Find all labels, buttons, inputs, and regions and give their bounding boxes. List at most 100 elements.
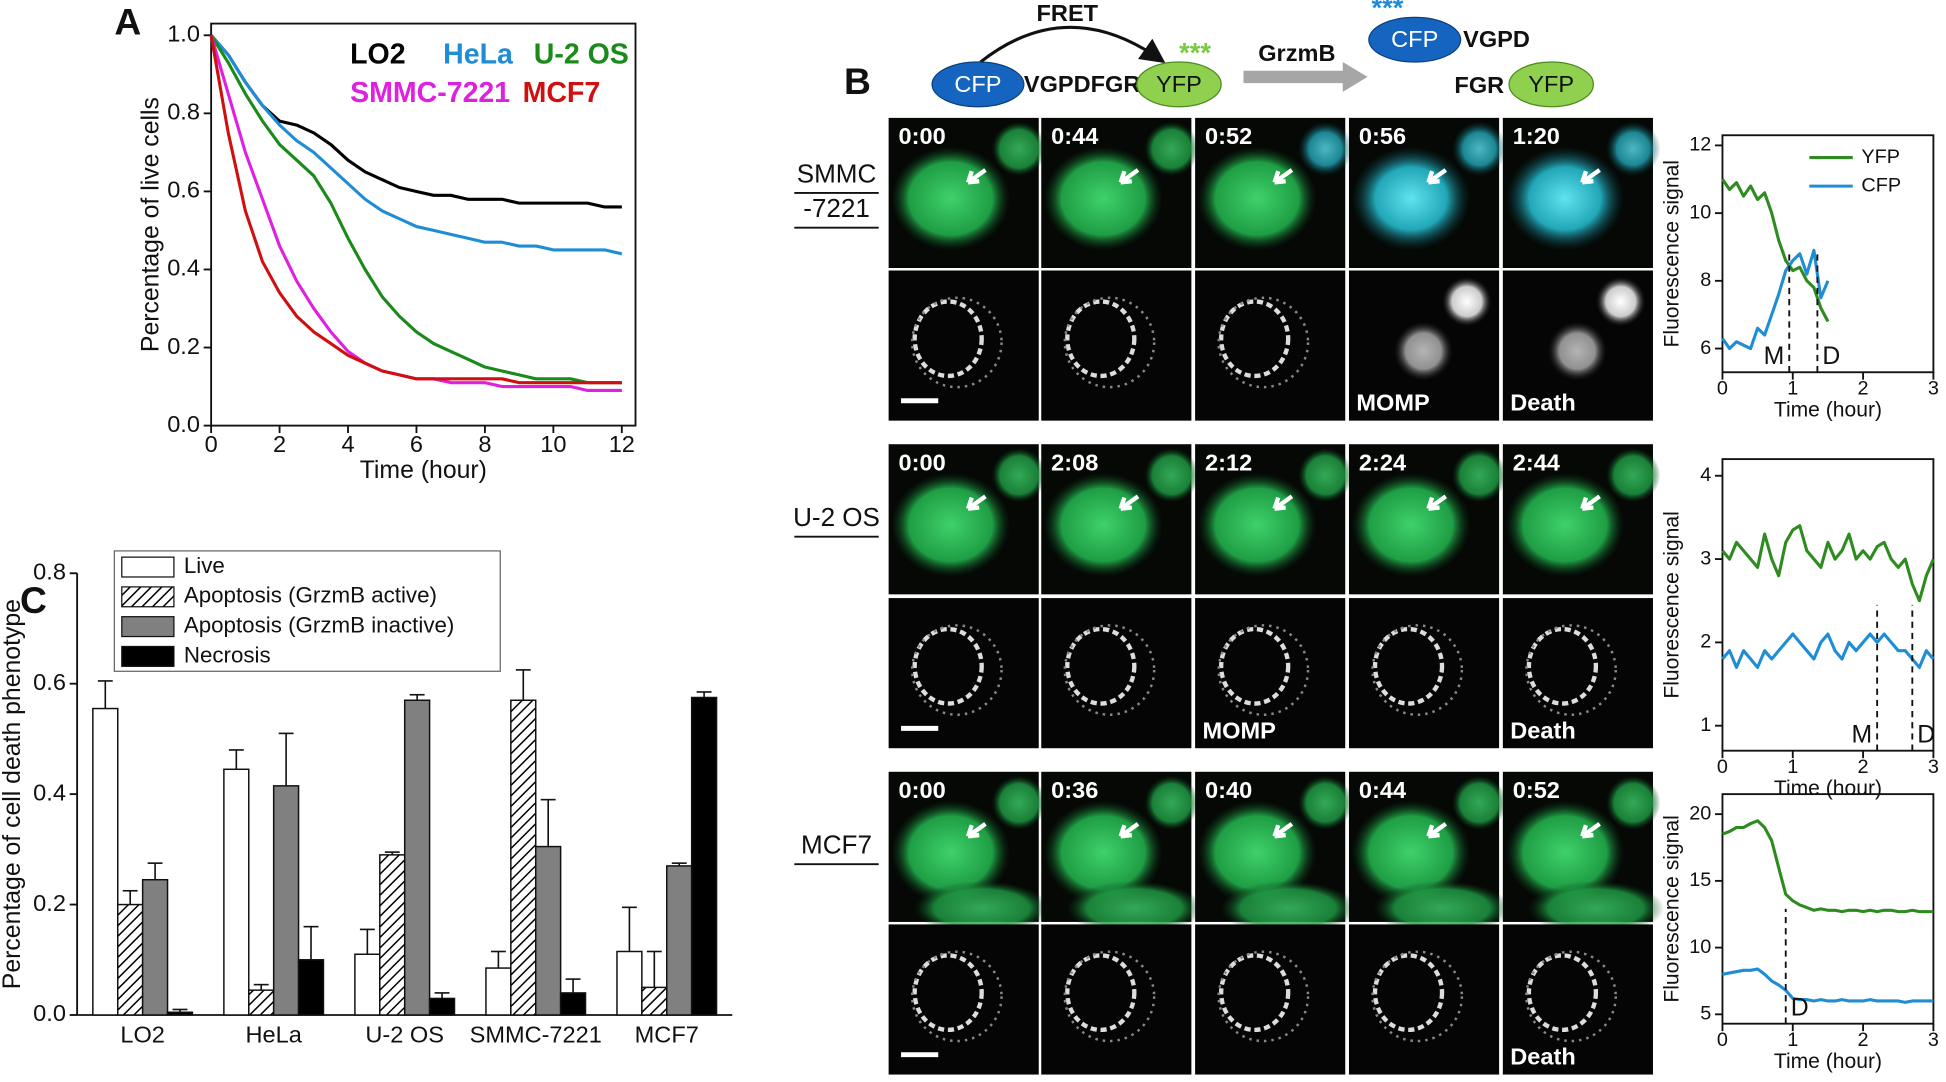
- time-label: 2:24: [1359, 449, 1406, 475]
- cfp-label: CFP: [954, 71, 1001, 97]
- cell: [1451, 447, 1507, 503]
- plot-frame: [210, 22, 637, 427]
- cell: [1527, 880, 1665, 936]
- event-label: D: [1791, 994, 1809, 1021]
- x-axis-label: Time (hour): [1774, 399, 1882, 422]
- plot-frame: [1721, 458, 1935, 752]
- mitochondria: [1526, 626, 1599, 706]
- cell: [1505, 146, 1625, 251]
- time-label: 0:52: [1205, 123, 1252, 149]
- x-tick-label: 10: [540, 431, 566, 457]
- fret-arrow: [979, 25, 1166, 64]
- mitochondria: [1218, 953, 1291, 1033]
- arrow: [965, 168, 987, 185]
- panel-label: B: [844, 60, 871, 102]
- time-label: 0:00: [899, 449, 946, 475]
- fret-label: FRET: [1037, 0, 1099, 26]
- event-label: MOMP: [1356, 390, 1429, 416]
- cell: [1144, 447, 1199, 503]
- mitochondria: [1526, 953, 1599, 1033]
- legend-label: LO2: [350, 38, 405, 70]
- legend-label: U-2 OS: [534, 38, 629, 70]
- error-bar: [540, 798, 556, 847]
- bar: [272, 785, 300, 1016]
- error-bar: [228, 749, 244, 770]
- arrow: [1580, 822, 1601, 839]
- event-label: Death: [1510, 390, 1575, 416]
- bar: [248, 989, 275, 1016]
- mitochondria: [910, 624, 1003, 716]
- row-label: U-2 OS: [793, 502, 880, 532]
- series-line: [209, 34, 623, 256]
- time-label: 0:56: [1359, 123, 1406, 149]
- mitochondria: [910, 296, 1003, 389]
- mitochondria: [910, 950, 1003, 1043]
- event-label: MOMP: [1203, 717, 1276, 743]
- cell: [1505, 472, 1625, 577]
- cell: [991, 447, 1047, 503]
- bar: [510, 699, 537, 1016]
- bar: [354, 953, 381, 1016]
- cell: [1605, 775, 1661, 831]
- x-tick-label: 3: [1928, 377, 1939, 399]
- error-bar: [147, 862, 163, 880]
- cell: [1219, 880, 1357, 936]
- panel-label: A: [114, 1, 141, 43]
- x-tick-label: 8: [478, 431, 491, 457]
- cfp-shape: [1368, 16, 1462, 63]
- x-tick-label: 2: [1858, 377, 1869, 399]
- bar: [428, 997, 456, 1016]
- x-tick-label: 1: [1787, 377, 1798, 399]
- cell: [1605, 121, 1661, 177]
- arrow: [1426, 494, 1448, 511]
- legend-label: HeLa: [443, 38, 514, 70]
- event-label: M: [1764, 343, 1785, 370]
- y-tick-label: 5: [1700, 1003, 1711, 1025]
- cell: [1197, 472, 1317, 577]
- x-axis-label: Time (hour): [1774, 777, 1882, 800]
- x-tick-label: 0: [1717, 1029, 1728, 1051]
- series-line: [1721, 178, 1830, 323]
- stars: ***: [1372, 0, 1404, 23]
- legend-label: Necrosis: [184, 642, 271, 667]
- y-tick-label: 0.2: [167, 333, 200, 359]
- error-bar: [172, 1008, 188, 1013]
- mitochondria: [1371, 624, 1464, 716]
- x-tick-label: 0: [1717, 377, 1728, 399]
- error-bar: [434, 992, 450, 999]
- legend-label: MCF7: [523, 77, 601, 109]
- arrow: [1118, 494, 1140, 511]
- series-line: [1721, 632, 1935, 669]
- event-label: Death: [1510, 1044, 1575, 1070]
- cell: [1451, 775, 1507, 831]
- panel-label: C: [20, 579, 47, 621]
- arrow: [1272, 168, 1294, 185]
- x-tick-label: 6: [410, 431, 423, 457]
- x-tick-label: SMMC-7221: [470, 1021, 602, 1047]
- bar: [379, 854, 406, 1016]
- y-tick-label: 0.0: [33, 1000, 66, 1026]
- legend-label: Live: [184, 553, 225, 578]
- time-label: 0:44: [1359, 777, 1406, 803]
- y-tick-label: 0.6: [33, 669, 66, 695]
- legend-label: SMMC-7221: [350, 77, 510, 109]
- error-bar: [384, 851, 400, 855]
- mitochondria: [1525, 624, 1617, 716]
- row-label: -7221: [803, 193, 870, 223]
- cell: [991, 121, 1047, 177]
- y-axis-label: Fluorescence signal: [1660, 511, 1683, 698]
- image-tile: [1041, 270, 1192, 421]
- error-bar: [671, 862, 687, 866]
- cell: [891, 472, 1011, 577]
- x-tick-label: 1: [1787, 1029, 1798, 1051]
- cell: [1197, 146, 1317, 251]
- cell: [1351, 472, 1471, 577]
- x-tick-label: LO2: [120, 1021, 165, 1047]
- y-tick-label: 0.6: [167, 177, 200, 203]
- linker-label: FGR: [1454, 72, 1504, 98]
- y-axis-label: Fluorescence signal: [1660, 815, 1683, 1002]
- image-tile: [888, 598, 1039, 749]
- legend-label: YFP: [1861, 146, 1900, 168]
- arrow: [965, 822, 987, 839]
- image-tile: [1195, 270, 1346, 421]
